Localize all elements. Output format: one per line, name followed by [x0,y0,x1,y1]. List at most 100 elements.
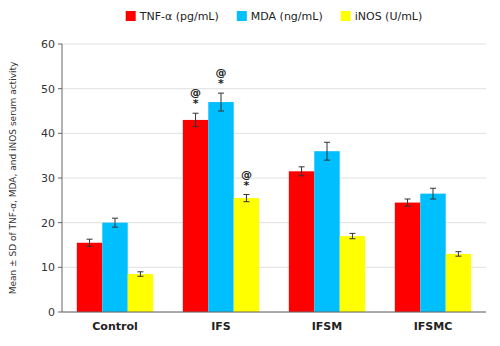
error-cap [243,201,249,202]
tick-mark [58,133,62,134]
grid [62,44,486,312]
y-axis-label: Mean ± SD of TNF-α, MDA, and iNOS serum … [8,61,18,294]
error-line [433,188,434,199]
legend-label: MDA (ng/mL) [251,10,323,23]
grid-line [62,178,486,179]
tick-mark [58,178,62,179]
category-label: IFS [211,320,231,333]
error-cap [430,198,436,199]
error-bar [299,167,305,176]
tick-label: 30 [41,172,55,185]
legend-item: iNOS (U/mL) [341,10,423,23]
error-cap [218,93,224,94]
error-cap [299,175,305,176]
tick-label: 60 [41,38,55,51]
error-bar [455,252,461,256]
error-cap [112,227,118,228]
error-cap [193,113,199,114]
chart: 0 10 20 30 40 50 60 Control IFS IFSM IFSMC Mean ± S… [0,0,500,346]
tick-label: 40 [41,127,55,140]
error-cap [112,218,118,219]
error-line [140,272,141,276]
legend-swatch [126,11,136,21]
error-cap [455,256,461,257]
error-line [407,199,408,206]
error-line [195,113,196,126]
error-bar [405,199,411,206]
error-bar [349,233,355,238]
error-line [89,239,90,246]
annotation: @ [241,168,252,181]
legend-label: TNF-α (pg/mL) [139,10,219,23]
bar [234,198,259,312]
error-cap [243,194,249,195]
tick-label: 0 [48,306,55,319]
tick-mark [58,44,62,45]
error-cap [137,271,143,272]
error-bar [137,272,143,276]
error-line [352,233,353,238]
grid-line [62,44,486,45]
tick-mark [58,312,62,313]
bar [340,236,365,312]
category-label: IFSMC [414,320,453,333]
category-label: Control [92,320,137,333]
annotation: @ [216,66,227,79]
bar [446,254,471,312]
bar [128,274,153,312]
bar [314,151,339,312]
error-cap [405,198,411,199]
bar [183,120,208,312]
error-bar [243,195,249,202]
bar [102,223,127,312]
annotation: @ [190,86,201,99]
error-cap [193,126,199,127]
error-cap [349,233,355,234]
error-cap [218,111,224,112]
error-cap [137,276,143,277]
error-bar [87,239,93,246]
bar [77,243,102,312]
tick-label: 10 [41,261,55,274]
grid-line [62,88,486,89]
error-cap [87,246,93,247]
legend: TNF-α (pg/mL) MDA (ng/mL) iNOS (U/mL) [126,10,423,23]
tick-mark [58,267,62,268]
error-line [221,93,222,111]
bar [395,203,420,312]
bar [208,102,233,312]
category-label: IFSM [312,320,342,333]
error-line [327,142,328,160]
tick-mark [58,222,62,223]
error-cap [324,142,330,143]
bar [420,194,445,312]
legend-swatch [341,11,351,21]
error-cap [87,239,93,240]
error-line [301,167,302,176]
x-axis-line [62,312,486,313]
error-cap [405,206,411,207]
error-cap [430,188,436,189]
grid-line [62,312,486,313]
error-cap [455,251,461,252]
legend-label: iNOS (U/mL) [355,10,423,23]
tick-label: 20 [41,217,55,230]
legend-item: MDA (ng/mL) [237,10,323,23]
tick-mark [58,88,62,89]
legend-swatch [237,11,247,21]
error-cap [349,238,355,239]
error-bar [324,142,330,160]
error-bar [218,93,224,111]
error-cap [299,166,305,167]
error-line [246,195,247,202]
error-line [115,218,116,227]
error-bar [112,218,118,227]
legend-item: TNF-α (pg/mL) [126,10,219,23]
error-line [458,252,459,256]
error-bar [430,188,436,199]
bar [289,171,314,312]
tick-label: 50 [41,83,55,96]
error-bar [193,113,199,126]
y-axis-line [62,44,63,312]
grid-line [62,133,486,134]
